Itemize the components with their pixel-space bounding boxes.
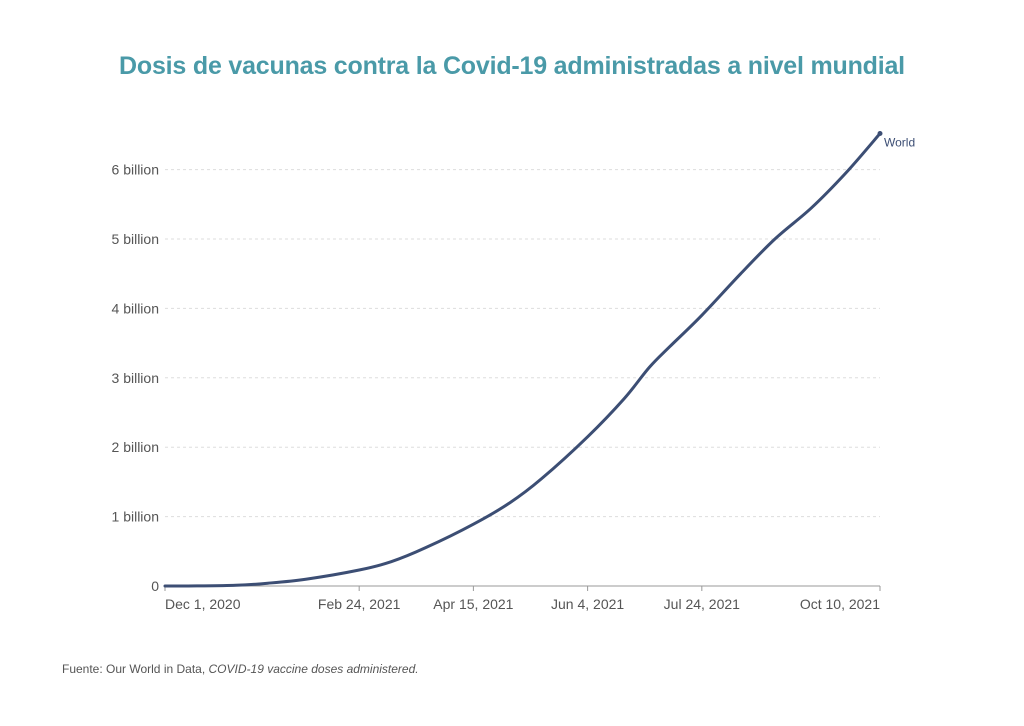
series-line-world xyxy=(163,132,882,588)
y-tick-label: 3 billion xyxy=(112,370,159,386)
chart-title: Dosis de vacunas contra la Covid-19 admi… xyxy=(119,52,905,80)
x-tick-label: Jul 24, 2021 xyxy=(664,596,740,612)
source-dataset: COVID-19 vaccine doses administered. xyxy=(208,662,419,676)
y-tick-label: 6 billion xyxy=(112,162,159,178)
y-axis: 0 1 billion 2 billion 3 billion 4 billion 5 b… xyxy=(112,162,160,594)
x-tick-label: Feb 24, 2021 xyxy=(318,596,401,612)
x-tick-label: Oct 10, 2021 xyxy=(800,596,880,612)
source-note: Fuente: Our World in Data, COVID-19 vacc… xyxy=(62,662,419,676)
y-tick-label: 2 billion xyxy=(112,439,159,455)
y-tick-label: 4 billion xyxy=(112,300,159,316)
series-label-world: World xyxy=(884,136,915,150)
y-tick-label: 0 xyxy=(151,578,159,594)
source-prefix: Fuente: Our World in Data, xyxy=(62,662,209,676)
series-layer: World xyxy=(163,131,915,588)
x-tick-label: Jun 4, 2021 xyxy=(551,596,624,612)
x-axis: Dec 1, 2020 Feb 24, 2021 Apr 15, 2021 Jun 4… xyxy=(164,585,881,612)
x-tick-label: Apr 15, 2021 xyxy=(433,596,513,612)
x-tick-label: Dec 1, 2020 xyxy=(165,596,241,612)
grid-lines xyxy=(165,169,880,518)
series-end-point xyxy=(877,131,883,137)
y-tick-label: 1 billion xyxy=(112,509,159,525)
y-tick-label: 5 billion xyxy=(112,231,159,247)
